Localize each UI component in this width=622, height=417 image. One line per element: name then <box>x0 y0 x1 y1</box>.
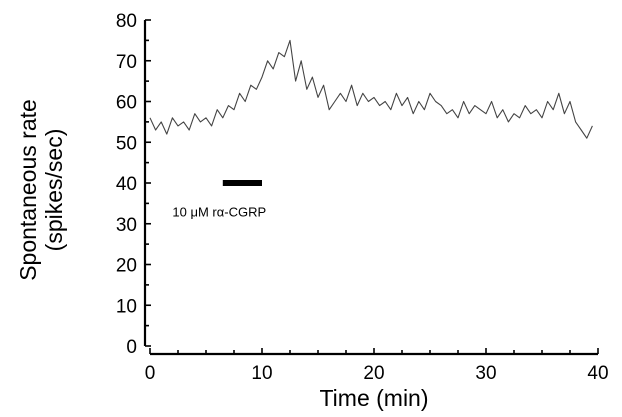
y-axis-title-units: (spikes/sec) <box>41 129 67 252</box>
x-tick-label: 30 <box>475 363 496 384</box>
drug-application-bar <box>222 180 262 186</box>
drug-annotation: 10 μM rα-CGRP <box>172 205 266 220</box>
spontaneous-rate-trace <box>149 39 593 139</box>
y-axis-title: Spontaneous rate <box>15 99 41 281</box>
x-axis-title: Time (min) <box>319 385 428 411</box>
x-tick-label: 40 <box>587 363 608 384</box>
y-axis: 0 10 20 30 40 50 60 70 80 <box>116 11 151 358</box>
x-axis: 0 10 20 30 40 <box>145 348 609 384</box>
x-tick-label: 20 <box>363 363 384 384</box>
y-tick-label: 40 <box>116 174 137 195</box>
y-tick-label: 10 <box>116 296 137 317</box>
y-tick-label: 30 <box>116 215 137 236</box>
y-tick-label: 60 <box>116 93 137 114</box>
x-tick-label: 0 <box>145 363 156 384</box>
y-tick-label: 50 <box>116 133 137 154</box>
y-tick-label: 70 <box>116 52 137 73</box>
y-tick-label: 80 <box>116 11 137 32</box>
x-tick-label: 10 <box>251 363 272 384</box>
y-tick-label: 0 <box>126 337 137 358</box>
y-tick-label: 20 <box>116 256 137 277</box>
